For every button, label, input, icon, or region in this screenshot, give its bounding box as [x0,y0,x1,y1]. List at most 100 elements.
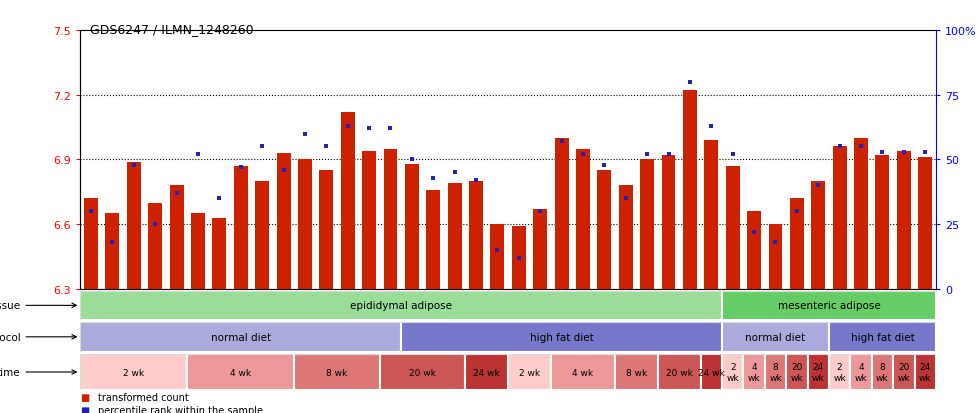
Text: 24
wk: 24 wk [812,363,824,382]
Bar [319,171,333,289]
Text: 2
wk: 2 wk [726,363,739,382]
Text: time: time [0,367,76,377]
Bar [191,214,205,289]
Bar [829,354,851,390]
Bar [380,354,466,390]
Bar [576,149,590,289]
Bar [490,225,505,289]
Bar [187,354,294,390]
Bar [855,138,868,289]
Bar [618,186,633,289]
Bar [683,91,697,289]
Bar [255,182,270,289]
Bar [615,354,658,390]
Bar [811,182,825,289]
Bar [701,354,722,390]
Bar [829,322,936,352]
Text: 24 wk: 24 wk [473,368,500,377]
Bar [918,158,932,289]
Bar [80,291,722,320]
Bar [872,354,893,390]
Bar [640,160,654,289]
Bar [148,203,162,289]
Text: 20
wk: 20 wk [791,363,804,382]
Bar [551,354,615,390]
Text: 4
wk: 4 wk [855,363,867,382]
Bar [897,152,910,289]
Bar [448,184,462,289]
Bar [426,190,440,289]
Text: 20 wk: 20 wk [665,368,693,377]
Bar [401,322,722,352]
Text: 4
wk: 4 wk [748,363,760,382]
Bar [726,166,740,289]
Bar [466,354,509,390]
Bar [658,354,701,390]
Bar [598,171,612,289]
Bar [276,154,290,289]
Bar [914,354,936,390]
Text: 24 wk: 24 wk [698,368,724,377]
Bar [512,227,526,289]
Bar [106,214,120,289]
Text: 4 wk: 4 wk [572,368,594,377]
Bar [80,354,187,390]
Bar [722,291,936,320]
Text: 8
wk: 8 wk [769,363,782,382]
Text: 2
wk: 2 wk [833,363,846,382]
Text: ■: ■ [80,405,89,413]
Bar [294,354,380,390]
Bar [469,182,483,289]
Text: 8 wk: 8 wk [626,368,647,377]
Text: tissue: tissue [0,301,76,311]
Bar [705,141,718,289]
Bar [768,225,782,289]
Text: 20 wk: 20 wk [409,368,436,377]
Bar [747,211,761,289]
Bar [533,209,547,289]
Text: 2 wk: 2 wk [519,368,540,377]
Text: ■: ■ [80,392,89,402]
Bar [893,354,914,390]
Bar [234,166,248,289]
Bar [84,199,98,289]
Text: percentile rank within the sample: percentile rank within the sample [98,405,263,413]
Bar [851,354,872,390]
Text: normal diet: normal diet [211,332,270,342]
Text: mesenteric adipose: mesenteric adipose [777,301,880,311]
Text: high fat diet: high fat diet [530,332,594,342]
Bar [341,113,355,289]
Text: 8 wk: 8 wk [326,368,348,377]
Bar [744,354,764,390]
Text: GDS6247 / ILMN_1248260: GDS6247 / ILMN_1248260 [90,23,254,36]
Bar [833,147,847,289]
Bar [790,199,804,289]
Bar [170,186,183,289]
Bar [786,354,808,390]
Bar [213,218,226,289]
Bar [662,156,675,289]
Bar [875,156,890,289]
Bar [405,164,418,289]
Bar [722,322,829,352]
Bar [764,354,786,390]
Text: 20
wk: 20 wk [898,363,910,382]
Bar [722,354,744,390]
Text: high fat diet: high fat diet [851,332,914,342]
Text: epididymal adipose: epididymal adipose [350,301,452,311]
Bar [363,152,376,289]
Text: transformed count: transformed count [98,392,189,402]
Bar [126,162,141,289]
Bar [80,322,401,352]
Text: protocol: protocol [0,332,76,342]
Bar [555,138,568,289]
Text: 24
wk: 24 wk [919,363,932,382]
Bar [509,354,551,390]
Bar [383,149,398,289]
Text: normal diet: normal diet [746,332,806,342]
Text: 4 wk: 4 wk [230,368,251,377]
Bar [808,354,829,390]
Text: 2 wk: 2 wk [123,368,144,377]
Text: 8
wk: 8 wk [876,363,889,382]
Bar [298,160,312,289]
